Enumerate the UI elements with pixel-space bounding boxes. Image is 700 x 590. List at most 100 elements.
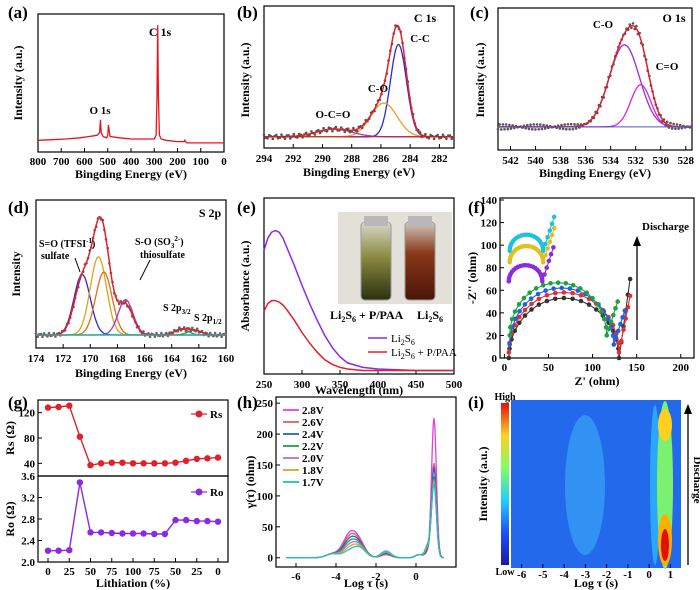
rs-point (66, 402, 73, 409)
raw-point-d (42, 332, 46, 335)
rs-point (108, 459, 116, 466)
fit-envelope-d (36, 216, 226, 336)
raw-point-c (677, 127, 680, 130)
raw-point-c (545, 124, 549, 127)
d-xtick-label-4: 166 (136, 353, 153, 365)
nyquist-point (570, 283, 576, 288)
component-c-c-b (264, 43, 454, 138)
ro-point (108, 529, 116, 537)
raw-point-c (558, 127, 562, 130)
raw-point-c (665, 120, 669, 124)
raw-point-c (511, 124, 514, 127)
panel-label-f: (f) (468, 198, 485, 217)
x-label-c: Bingding Energy (eV) (539, 166, 651, 180)
f-ytick-label-2: 40 (486, 308, 498, 320)
nyquist-point (551, 286, 556, 291)
a-xtick-label-6: 200 (169, 156, 186, 168)
raw-point-b (289, 137, 292, 140)
nyquist-point (604, 333, 609, 338)
raw-point-b (322, 126, 325, 130)
g-xtick-label-3: 75 (106, 566, 118, 578)
raw-point-d (213, 331, 217, 335)
plot-frame-c (497, 7, 693, 151)
legend-label-ro: Ro (210, 487, 224, 499)
c-xtick-label-7: 528 (677, 155, 694, 167)
nyquist-point (543, 288, 548, 293)
ro-point (140, 530, 147, 537)
nyquist-point (618, 321, 623, 327)
d-xtick-label-5: 164 (163, 353, 180, 365)
nyquist-point (613, 306, 618, 311)
nyquist-point (578, 298, 584, 304)
nyquist-point (540, 248, 546, 254)
vial-cap-right (408, 216, 432, 226)
panel-label-c: (c) (470, 3, 489, 22)
ro-point (193, 517, 200, 525)
nyquist-point (517, 320, 522, 326)
nyquist-point (506, 350, 512, 355)
a-xtick-label-4: 400 (123, 156, 140, 168)
x-ticks-a: 800 700 600 500 400 300 200 100 0 (30, 148, 227, 168)
f-ytick-label-4: 80 (486, 263, 498, 275)
raw-point-c (534, 128, 537, 131)
raw-point-d (184, 329, 188, 333)
raw-point-b (292, 132, 296, 136)
raw-point-c (500, 128, 503, 131)
f-ytick-label-3: 60 (486, 285, 498, 297)
y-label-c: Intensity (a.u.) (473, 42, 487, 117)
rs-line (47, 404, 219, 466)
raw-point-c (508, 123, 511, 127)
nyquist-point (533, 286, 539, 291)
annotation-sulfate-d: S=O (TFSI-1) (39, 237, 95, 250)
raw-point-c (539, 123, 542, 126)
vial-label-right: Li2S6 (417, 308, 443, 324)
plot-frame-e (263, 197, 455, 375)
nyquist-point (535, 291, 541, 297)
raw-point-b (283, 137, 287, 140)
raw-point-b (310, 130, 313, 133)
series-d (34, 215, 227, 339)
legend-h: 2.8V2.6V2.4V2.2V2.0V1.8V1.7V (283, 405, 324, 489)
b-xtick-label-1: 292 (285, 153, 302, 165)
e-xtick-label-2: 350 (332, 379, 349, 391)
y-label-h: γ(τ) (ohm) (243, 456, 257, 510)
rs-point (119, 459, 126, 466)
rs-point (182, 457, 190, 464)
raw-point-c (566, 123, 570, 126)
raw-point-b (427, 136, 431, 140)
annotation-co-b: C-O (368, 83, 389, 95)
nyquist-point (536, 296, 542, 302)
d-xtick-label-1: 172 (55, 353, 72, 365)
raw-point-d (36, 335, 39, 339)
nyquist-point (529, 301, 534, 307)
nyquist-point (613, 335, 619, 341)
a-xtick-label-1: 700 (53, 156, 70, 168)
i-xtick-label-0: -6 (517, 569, 527, 581)
raw-point-c (631, 22, 635, 25)
annotation-co-c: C-O (593, 19, 614, 31)
rs-point (129, 460, 137, 467)
ro-point (66, 547, 73, 554)
g-top-ytick-label-0: 40 (24, 458, 36, 470)
raw-point-c (503, 128, 506, 131)
nyquist-point (622, 308, 628, 313)
nyquist-point (621, 327, 626, 333)
x-label-g: Lithiation (%) (96, 576, 170, 590)
raw-point-d (189, 329, 192, 333)
nyquist-point (507, 342, 512, 347)
annotation-s2p12-d: S 2p1/2 (194, 313, 222, 326)
legend-label-li2s6: Li2S6 (391, 333, 415, 347)
b-xtick-label-2: 290 (314, 153, 331, 165)
nyquist-point (527, 290, 532, 296)
x-ticks-d: 174 172 170 168 166 164 162 160 (28, 344, 235, 365)
nyquist-point (563, 281, 569, 286)
c-xtick-label-6: 530 (652, 155, 669, 167)
nyquist-point (508, 324, 513, 330)
h-ytick-label-4: 200 (257, 429, 274, 441)
panel-c: (c) 542 540 538 536 534 532 530 528 O 1s C-O C=… (470, 3, 694, 180)
nyquist-point (549, 232, 555, 238)
ro-point (97, 529, 105, 536)
raw-point-c (498, 123, 501, 126)
discharge-label-i: Discharge (691, 456, 700, 503)
raw-point-d (218, 332, 222, 335)
